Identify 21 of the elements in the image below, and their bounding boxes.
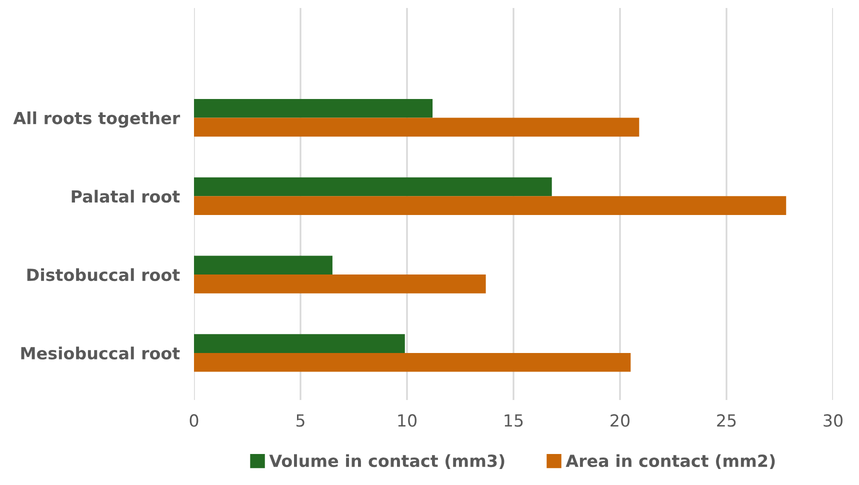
bar bbox=[194, 352, 631, 372]
bar bbox=[194, 177, 552, 196]
x-tick-label: 30 bbox=[824, 414, 842, 427]
legend-label: Volume in contact (mm3) bbox=[269, 454, 504, 470]
legend-label: Area in contact (mm2) bbox=[566, 454, 775, 470]
y-tick-label: All roots together bbox=[13, 111, 180, 128]
bar bbox=[194, 196, 786, 215]
bar bbox=[194, 334, 405, 353]
bar bbox=[194, 118, 640, 137]
x-tick-label: 15 bbox=[504, 414, 523, 427]
x-tick-label: 20 bbox=[610, 414, 630, 427]
x-tick-label: 10 bbox=[398, 414, 416, 427]
bar bbox=[194, 256, 332, 275]
bar bbox=[194, 98, 433, 118]
bar bbox=[194, 274, 486, 294]
x-tick-label: 25 bbox=[717, 414, 736, 427]
x-tick-label: 0 bbox=[190, 414, 198, 427]
y-tick-label: Palatal root bbox=[72, 190, 180, 203]
y-tick-label: Mesiobuccal root bbox=[21, 346, 180, 360]
x-tick-label: 5 bbox=[296, 414, 304, 427]
y-tick-label: Distobuccal root bbox=[27, 268, 180, 282]
